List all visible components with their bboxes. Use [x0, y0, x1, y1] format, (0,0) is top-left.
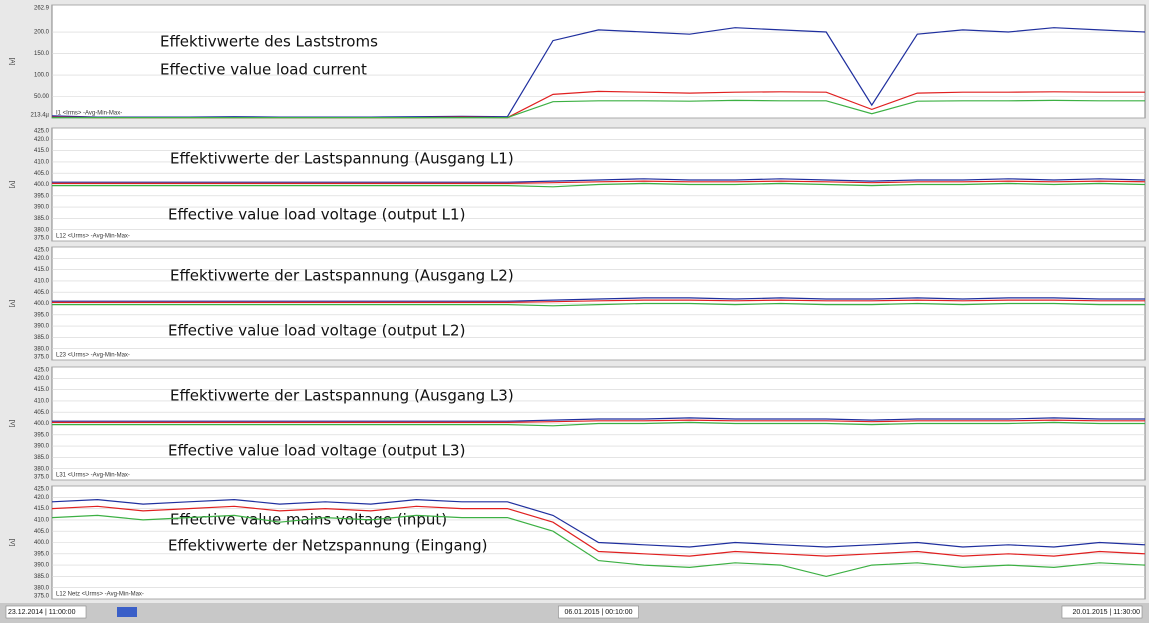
- y-tick-label: 410.0: [34, 517, 50, 523]
- y-tick-label: 425.0: [34, 129, 50, 135]
- x-tick-box: [5, 605, 87, 619]
- series-line: [52, 421, 1145, 427]
- legend-label: L12 <Urms> -Avg-Min-Max-: [56, 234, 130, 240]
- y-tick-label: 415.0: [34, 387, 50, 393]
- legend-label: L31 <Urms> -Avg-Min-Max-: [56, 473, 130, 479]
- y-tick-label: 380.0: [34, 346, 50, 352]
- series-line: [51, 498, 1146, 548]
- legend-label: I1 <Irms> -Avg-Min-Max-: [56, 111, 122, 117]
- y-tick-label: 395.0: [34, 312, 50, 318]
- y-tick-label: 415.0: [34, 506, 50, 512]
- series-line: [52, 297, 1145, 302]
- y-tick-label: 410.0: [34, 159, 50, 165]
- x-tick-label: 23.12.2014 | 11:00:00: [8, 609, 76, 616]
- y-tick-label: 395.0: [34, 551, 50, 557]
- y-tick-label: 400.0: [34, 182, 50, 188]
- y-axis-label: [V]: [8, 300, 14, 308]
- y-axis-label: [V]: [8, 539, 14, 547]
- y-tick-label: 390.0: [34, 205, 50, 211]
- annotation: Effective value load current: [160, 61, 367, 79]
- plot-area: [51, 4, 1146, 119]
- y-tick-label: 415.0: [34, 267, 50, 273]
- y-tick-label: 395.0: [34, 432, 50, 438]
- y-tick-label: 405.0: [34, 529, 50, 535]
- x-tick-label: 06.01.2015 | 00:10:00: [565, 609, 633, 616]
- series-line: [52, 302, 1145, 307]
- series-line: [51, 27, 1146, 118]
- x-tick-label: 20.01.2015 | 11:30:00: [1073, 609, 1141, 616]
- y-tick-label: 420.0: [34, 256, 50, 262]
- y-tick-label: 375.0: [34, 475, 50, 481]
- time-cursor: [117, 607, 137, 617]
- y-tick-label: 425.0: [34, 248, 50, 254]
- series-line: [51, 505, 1146, 557]
- y-tick-label: 420.0: [34, 376, 50, 382]
- y-tick-label: 415.0: [34, 148, 50, 154]
- y-tick-label: 100.0: [34, 73, 50, 79]
- annotation: Effective value load voltage (output L3): [168, 442, 465, 460]
- y-tick-label: 150.0: [34, 51, 50, 57]
- y-tick-label: 405.0: [34, 171, 50, 177]
- x-tick-box: [558, 605, 639, 619]
- y-tick-label: 380.0: [34, 585, 50, 591]
- y-tick-label: 425.0: [34, 487, 50, 493]
- y-tick-label: 380.0: [34, 466, 50, 472]
- y-tick-label: 390.0: [34, 324, 50, 330]
- y-tick-label: 410.0: [34, 398, 50, 404]
- y-tick-label: 420.0: [34, 137, 50, 143]
- y-tick-label: 200.0: [34, 30, 50, 36]
- y-tick-label: 425.0: [34, 368, 50, 374]
- y-tick-label: 375.0: [34, 236, 50, 242]
- y-tick-label: 375.0: [34, 594, 50, 600]
- series-line: [52, 417, 1145, 422]
- annotation: Effektivwerte der Netzspannung (Eingang): [168, 537, 488, 555]
- x-tick-box: [1061, 605, 1143, 619]
- y-tick-label: 400.0: [34, 421, 50, 427]
- y-tick-label: 380.0: [34, 227, 50, 233]
- y-tick-label: 213.4µ: [31, 113, 50, 119]
- y-tick-label: 385.0: [34, 574, 50, 580]
- y-tick-label: 420.0: [34, 495, 50, 501]
- series-line: [52, 178, 1146, 183]
- annotation: Effektivwerte der Lastspannung (Ausgang …: [170, 387, 514, 405]
- y-axis-label: [V]: [8, 420, 14, 428]
- series-line: [51, 514, 1146, 578]
- annotation: Effective value load voltage (output L1): [168, 206, 465, 224]
- y-tick-label: 405.0: [34, 410, 50, 416]
- y-tick-label: 385.0: [34, 216, 50, 222]
- series-line: [52, 182, 1146, 188]
- annotation: Effektivwerte des Laststroms: [160, 33, 378, 51]
- series-line: [52, 180, 1146, 184]
- y-tick-label: 50.00: [34, 94, 50, 100]
- series-line: [52, 99, 1145, 119]
- y-tick-label: 400.0: [34, 301, 50, 307]
- y-tick-label: 390.0: [34, 563, 50, 569]
- y-tick-label: 390.0: [34, 444, 50, 450]
- y-tick-label: 385.0: [34, 335, 50, 341]
- y-tick-label: 405.0: [34, 290, 50, 296]
- y-axis-label: [A]: [8, 58, 14, 66]
- series-line: [52, 419, 1145, 423]
- legend-label: L23 <Urms> -Avg-Min-Max-: [56, 353, 130, 359]
- legend-label: L12 Netz <Urms> -Avg-Min-Max-: [56, 592, 144, 598]
- annotation: Effective value load voltage (output L2): [168, 322, 465, 340]
- series-line: [52, 299, 1145, 303]
- y-tick-label: 375.0: [34, 355, 50, 361]
- y-axis-label: [V]: [8, 181, 14, 189]
- y-tick-label: 400.0: [34, 540, 50, 546]
- y-tick-label: 262.9: [34, 6, 50, 12]
- annotation: Effektivwerte der Lastspannung (Ausgang …: [170, 150, 514, 168]
- annotation: Effektivwerte der Lastspannung (Ausgang …: [170, 267, 514, 285]
- y-tick-label: 385.0: [34, 455, 50, 461]
- y-tick-label: 410.0: [34, 278, 50, 284]
- y-tick-label: 395.0: [34, 193, 50, 199]
